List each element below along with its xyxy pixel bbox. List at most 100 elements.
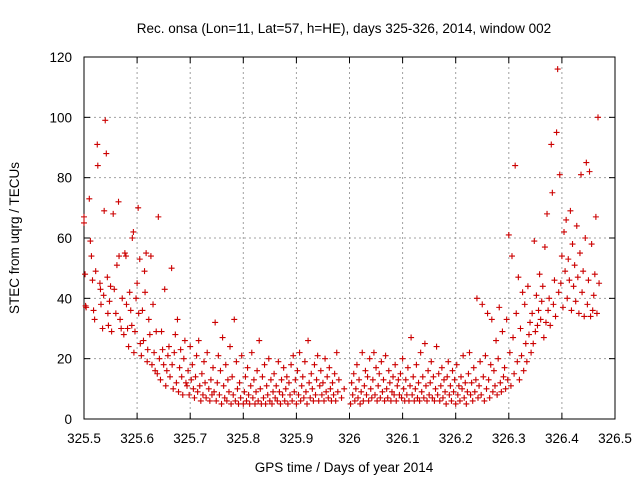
data-point [162, 382, 169, 389]
data-point [512, 162, 519, 169]
data-point [208, 391, 215, 398]
data-point [307, 394, 314, 401]
data-point [534, 322, 541, 329]
data-point [325, 394, 332, 401]
data-point [107, 283, 114, 290]
data-point [155, 213, 162, 220]
data-point [399, 355, 406, 362]
data-point [441, 376, 448, 383]
data-point [229, 373, 236, 380]
data-point [506, 349, 513, 356]
data-point [134, 280, 141, 287]
data-point [125, 343, 132, 350]
data-point [277, 400, 284, 407]
data-point [283, 373, 290, 380]
data-point [113, 262, 120, 269]
y-tick-labels: 0 20 40 60 80 100 120 [49, 50, 72, 427]
data-point [596, 280, 603, 287]
data-point [135, 204, 142, 211]
data-point [371, 391, 378, 398]
data-point [116, 253, 123, 260]
data-point [173, 379, 180, 386]
data-point [242, 373, 249, 380]
data-point [322, 355, 329, 362]
data-point [554, 66, 561, 73]
data-point [455, 382, 462, 389]
data-point [590, 292, 597, 299]
data-point [198, 370, 205, 377]
data-point [101, 207, 108, 214]
data-point [103, 150, 110, 157]
data-point [385, 367, 392, 374]
data-point [289, 397, 296, 404]
data-point [161, 286, 168, 293]
data-point [463, 400, 470, 407]
data-point [442, 388, 449, 395]
data-point [541, 244, 548, 251]
data-point [168, 265, 175, 272]
data-point [588, 241, 595, 248]
data-point [490, 367, 497, 374]
data-point [189, 361, 196, 368]
data-point [201, 358, 208, 365]
data-point [404, 364, 411, 371]
data-point [544, 210, 551, 217]
data-point [448, 397, 455, 404]
data-point [228, 400, 235, 407]
data-point [110, 210, 117, 217]
data-point [196, 382, 203, 389]
data-point [367, 385, 374, 392]
data-point [497, 379, 504, 386]
data-point [420, 394, 427, 401]
data-point [298, 382, 305, 389]
data-point [82, 271, 89, 278]
data-point [575, 310, 582, 317]
data-point [379, 388, 386, 395]
data-point [354, 394, 361, 401]
data-point [434, 391, 441, 398]
data-point [119, 295, 126, 302]
data-point [477, 358, 484, 365]
data-point [300, 394, 307, 401]
data-point [176, 364, 183, 371]
data-point [178, 373, 185, 380]
data-point [243, 397, 250, 404]
data-point [104, 274, 111, 281]
data-point [187, 343, 194, 350]
data-point [240, 400, 247, 407]
data-point [135, 310, 142, 317]
data-point [462, 379, 469, 386]
data-point [281, 397, 288, 404]
data-point [576, 250, 583, 257]
data-point [244, 364, 251, 371]
data-point [475, 394, 482, 401]
data-point [466, 349, 473, 356]
data-point [169, 361, 176, 368]
data-point [564, 295, 571, 302]
data-point [489, 388, 496, 395]
data-point [141, 268, 148, 275]
data-point [83, 304, 90, 311]
data-point [335, 376, 342, 383]
data-point [256, 337, 263, 344]
data-point [131, 328, 138, 335]
data-point [257, 385, 264, 392]
data-point [503, 316, 510, 323]
data-point [390, 373, 397, 380]
data-point [121, 250, 128, 257]
data-point [246, 400, 253, 407]
data-point [521, 301, 528, 308]
data-point [313, 376, 320, 383]
data-point [124, 325, 131, 332]
data-point [437, 382, 444, 389]
x-tick-label: 326.3 [492, 431, 526, 446]
y-tick-label: 20 [57, 352, 72, 367]
data-point [482, 352, 489, 359]
data-point [309, 385, 316, 392]
data-point [413, 361, 420, 368]
data-point [563, 216, 570, 223]
data-point [412, 385, 419, 392]
data-point [227, 343, 234, 350]
data-point [230, 391, 237, 398]
data-point [214, 379, 221, 386]
